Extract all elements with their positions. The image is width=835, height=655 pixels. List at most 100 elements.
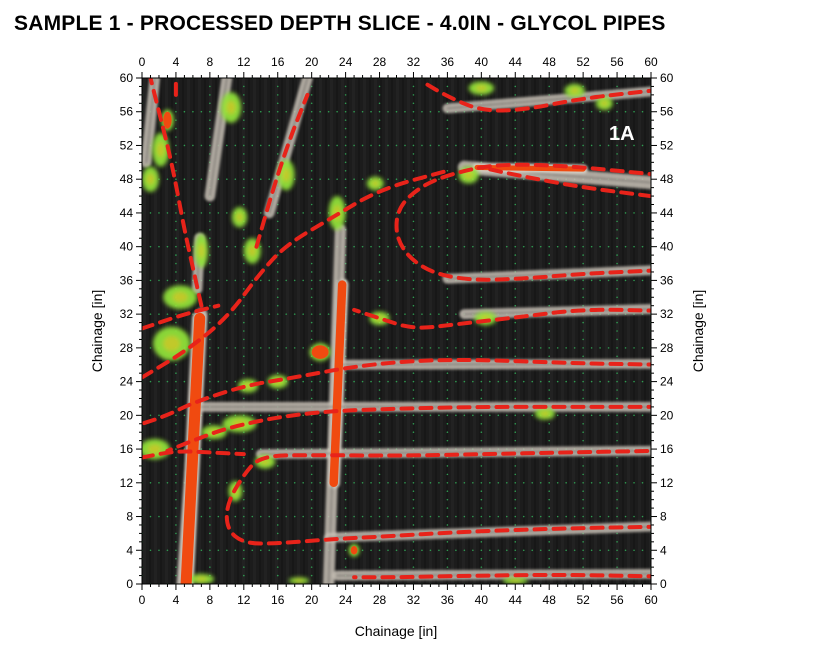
grid-dot: [293, 212, 296, 214]
grid-dot: [455, 515, 457, 518]
grid-dot: [480, 541, 483, 543]
grid-dot: [361, 245, 364, 248]
grid-dot: [310, 254, 313, 256]
grid-dot: [259, 313, 262, 315]
grid-dot: [209, 397, 211, 400]
grid-dot: [378, 279, 381, 282]
grid-dot: [446, 507, 449, 509]
grid-dot: [387, 414, 389, 417]
grid-dot: [310, 110, 313, 113]
grid-dot: [370, 515, 372, 518]
grid-dot: [582, 195, 584, 197]
grid-dot: [243, 279, 245, 282]
grid-dot: [310, 524, 313, 526]
grid-dot: [412, 161, 415, 164]
grid-dot: [166, 313, 169, 315]
grid-dot: [514, 195, 517, 197]
grid-dot: [548, 389, 550, 391]
grid-dot: [616, 85, 618, 88]
grid-dot: [243, 169, 245, 172]
grid-dot: [378, 397, 381, 400]
grid-dot: [310, 439, 313, 442]
grid-dot: [573, 515, 576, 518]
grid-dot: [505, 380, 508, 383]
grid-dot: [200, 448, 203, 450]
grid-dot: [548, 456, 550, 459]
grid-dot: [234, 515, 237, 518]
grid-dot: [378, 195, 381, 197]
grid-dot: [175, 482, 177, 484]
grid-dot: [276, 85, 279, 88]
grid-dot: [514, 296, 517, 299]
grid-dot: [175, 397, 177, 400]
grid-dot: [489, 144, 491, 147]
grid-dot: [616, 119, 618, 121]
grid-dot: [616, 161, 618, 164]
grid-dot: [616, 422, 618, 425]
grid-dot: [276, 557, 279, 560]
grid-dot: [582, 119, 584, 121]
grid-dot: [243, 515, 245, 518]
grid-dot: [378, 85, 381, 88]
grid-dot: [226, 279, 228, 282]
grid-dot: [616, 262, 618, 265]
grid-dot: [421, 144, 423, 147]
grid-dot: [175, 245, 177, 248]
grid-dot: [480, 397, 483, 400]
grid-dot: [412, 414, 415, 417]
grid-dot: [582, 321, 584, 324]
y-tick-label-left: 4: [126, 543, 133, 557]
grid-dot: [192, 144, 194, 147]
grid-dot: [582, 541, 584, 543]
grid-dot: [539, 515, 542, 518]
anomaly-blob-core: [600, 100, 609, 107]
y-tick-label-left: 16: [120, 442, 134, 456]
grid-dot: [353, 482, 355, 484]
grid-dot: [548, 304, 550, 307]
anomaly-blob-core: [294, 579, 304, 583]
grid-dot: [438, 245, 440, 248]
grid-dot: [268, 144, 271, 147]
grid-dot: [548, 119, 550, 121]
grid-dot: [616, 566, 618, 568]
grid-dot: [514, 237, 517, 240]
grid-dot: [480, 262, 483, 265]
grid-dot: [158, 245, 160, 248]
grid-dot: [378, 507, 381, 509]
grid-dot: [480, 338, 483, 341]
grid-dot: [268, 414, 271, 417]
grid-dot: [548, 296, 550, 299]
grid-dot: [514, 498, 517, 501]
grid-dot: [175, 465, 177, 467]
grid-dot: [412, 212, 415, 214]
grid-dot: [539, 380, 542, 383]
grid-dot: [438, 212, 440, 214]
grid-dot: [412, 85, 415, 88]
grid-dot: [548, 566, 550, 568]
grid-dot: [310, 94, 313, 96]
grid-dot: [243, 363, 245, 366]
grid-dot: [259, 178, 262, 180]
grid-dot: [514, 119, 517, 121]
grid-dot: [412, 203, 415, 206]
grid-dot: [514, 178, 517, 180]
grid-dot: [616, 414, 618, 417]
grid-dot: [505, 549, 508, 552]
grid-dot: [387, 515, 389, 518]
grid-dot: [192, 178, 194, 180]
grid-dot: [582, 288, 584, 290]
grid-dot: [243, 178, 245, 180]
grid-dot: [480, 557, 483, 560]
grid-dot: [582, 237, 584, 240]
grid-dot: [344, 389, 347, 391]
grid-dot: [175, 229, 177, 231]
grid-dot: [633, 212, 635, 214]
grid-dot: [344, 549, 347, 552]
grid-dot: [446, 245, 449, 248]
grid-dot: [548, 288, 550, 290]
grid-dot: [370, 482, 372, 484]
grid-dot: [446, 119, 449, 121]
grid-dot: [633, 549, 635, 552]
grid-dot: [209, 102, 211, 105]
grid-dot: [268, 482, 271, 484]
